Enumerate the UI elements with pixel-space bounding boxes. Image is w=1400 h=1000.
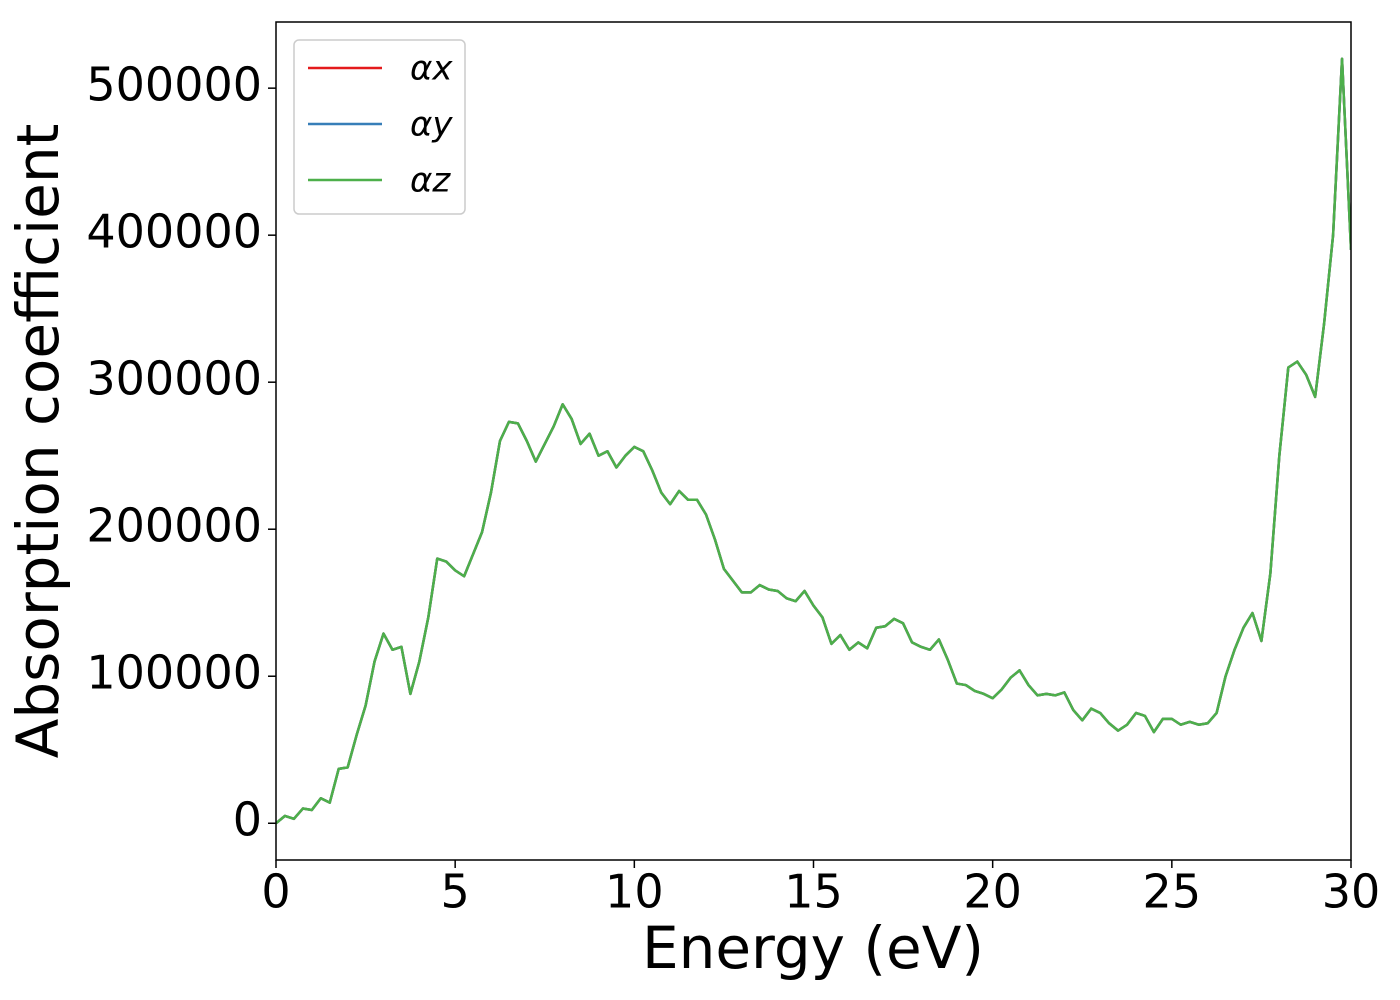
legend-label: αz (410, 161, 451, 201)
y-tick-label: 500000 (86, 58, 262, 112)
y-tick-label: 0 (233, 793, 262, 847)
y-tick-label: 200000 (86, 499, 262, 553)
x-tick-label: 0 (261, 865, 290, 919)
x-axis-label: Energy (eV) (642, 914, 984, 982)
legend-label: αy (410, 105, 453, 145)
legend-label: αx (410, 49, 453, 89)
x-tick-label: 30 (1322, 865, 1381, 919)
y-tick-label: 100000 (86, 646, 262, 700)
y-tick-label: 300000 (86, 352, 262, 406)
legend-box (293, 39, 466, 215)
x-tick-label: 25 (1143, 865, 1202, 919)
y-tick-label: 400000 (86, 205, 262, 259)
plot-frame (275, 21, 1352, 861)
x-tick-label: 10 (605, 865, 664, 919)
series-line (276, 57, 1351, 825)
y-axis-label: Absorption coefficient (4, 124, 72, 759)
x-tick-label: 5 (441, 865, 470, 919)
x-tick-label: 15 (784, 865, 843, 919)
x-tick-label: 20 (963, 865, 1022, 919)
